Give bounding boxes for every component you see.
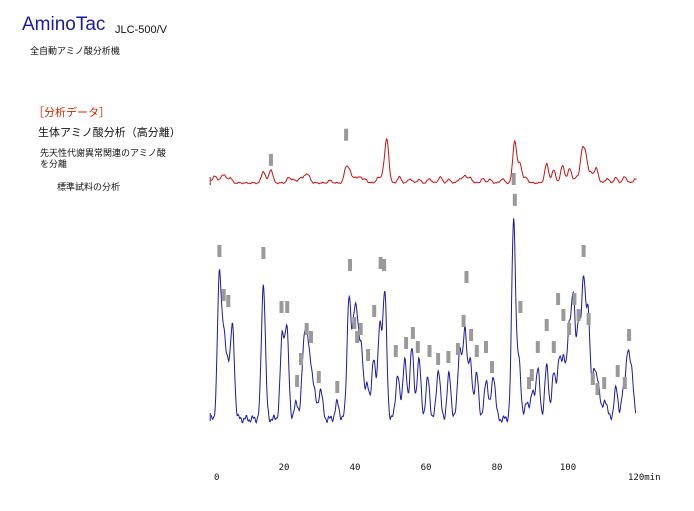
peak-marker xyxy=(221,289,226,301)
peak-marker xyxy=(622,377,627,389)
peak-marker xyxy=(295,375,300,387)
peak-marker xyxy=(561,309,566,321)
peak-marker xyxy=(427,345,432,357)
peak-marker xyxy=(518,301,523,313)
x-tick-label: 120min xyxy=(628,473,661,483)
x-tick-label: 0 xyxy=(214,473,219,483)
peak-marker xyxy=(595,383,600,395)
peak-marker xyxy=(464,271,469,283)
peak-marker xyxy=(461,315,466,327)
peak-marker xyxy=(299,353,303,365)
peak-marker xyxy=(410,327,415,339)
peak-marker xyxy=(352,317,357,329)
peak-marker xyxy=(415,341,420,353)
peak-marker xyxy=(484,341,488,353)
peak-marker xyxy=(348,259,352,271)
peak-marker xyxy=(602,377,607,389)
peak-marker xyxy=(344,128,349,141)
peak-marker xyxy=(316,371,321,383)
analysis-title: 生体アミノ酸分析（高分離） xyxy=(38,126,181,139)
peak-marker xyxy=(393,345,398,357)
peak-marker xyxy=(436,353,441,365)
product-description: 全自動アミノ酸分析機 xyxy=(30,47,120,57)
peak-marker xyxy=(446,351,451,363)
x-tick-label: 80 xyxy=(492,463,503,473)
peak-marker xyxy=(226,295,231,307)
peak-marker xyxy=(355,331,360,343)
peak-marker xyxy=(474,345,479,357)
peak-marker xyxy=(358,323,363,335)
peak-marker xyxy=(527,377,531,389)
brand-title: AminoTac xyxy=(22,14,106,35)
peak-marker xyxy=(285,301,290,313)
peak-marker xyxy=(366,349,371,361)
peak-marker xyxy=(615,365,620,377)
peak-marker xyxy=(572,293,577,305)
peak-marker xyxy=(404,337,409,349)
peak-marker xyxy=(372,305,377,317)
peak-marker xyxy=(512,193,517,206)
peak-marker xyxy=(511,173,516,185)
peak-marker xyxy=(544,319,549,331)
chromatogram-trace-lower xyxy=(210,218,637,425)
peak-marker xyxy=(335,381,340,393)
peak-marker xyxy=(627,329,632,341)
peak-marker xyxy=(469,329,474,341)
peak-marker xyxy=(535,341,540,353)
section-heading: ［分析データ］ xyxy=(33,106,110,119)
analysis-description-line2: を分離 xyxy=(40,160,68,170)
peak-marker xyxy=(581,245,586,257)
peak-marker xyxy=(529,369,534,381)
x-tick-label: 20 xyxy=(279,463,290,473)
peak-marker xyxy=(490,361,494,373)
peak-marker xyxy=(309,331,313,343)
x-tick-label: 60 xyxy=(421,463,432,473)
peak-marker xyxy=(586,313,591,325)
peak-marker xyxy=(279,301,284,313)
peak-marker xyxy=(556,293,561,305)
peak-marker xyxy=(576,309,581,321)
peak-marker xyxy=(378,257,383,269)
peak-marker xyxy=(382,259,387,271)
sample-label: 標準試料の分析 xyxy=(57,183,121,193)
model-number: JLC-500/V xyxy=(115,24,167,36)
peak-marker xyxy=(217,245,222,257)
peak-marker xyxy=(268,153,273,166)
peak-marker xyxy=(455,343,460,355)
x-tick-label: 100 xyxy=(560,463,576,473)
chromatogram-trace-upper xyxy=(210,137,637,185)
peak-marker xyxy=(590,373,595,385)
analysis-description-line1: 先天性代謝異常関連のアミノ酸 xyxy=(40,149,166,159)
x-tick-label: 40 xyxy=(350,463,361,473)
peak-marker xyxy=(261,247,266,259)
peak-marker xyxy=(304,323,309,335)
peak-marker xyxy=(567,323,572,335)
peak-marker xyxy=(551,341,556,353)
